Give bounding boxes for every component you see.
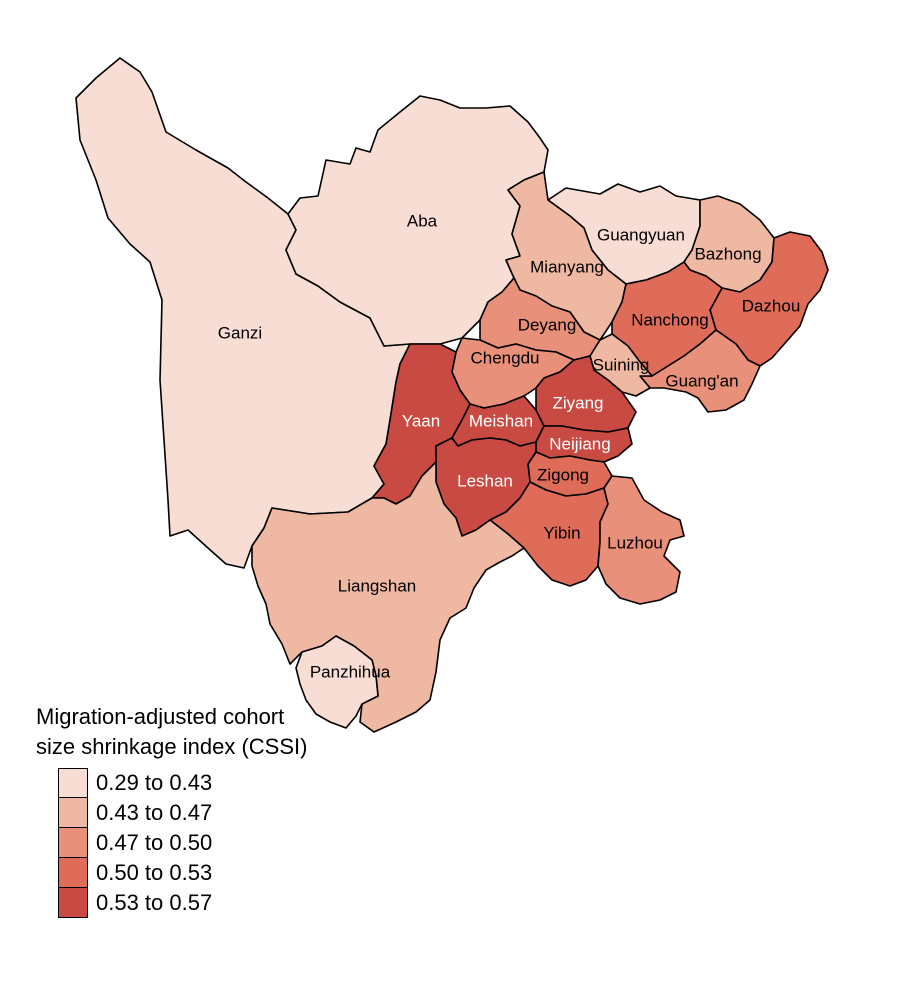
label-suining: Suining	[593, 355, 650, 374]
label-mianyang: Mianyang	[530, 257, 604, 276]
region-guangan[interactable]	[639, 329, 761, 413]
label-neijiang: Neijiang	[549, 434, 610, 453]
label-ganzi: Ganzi	[218, 323, 262, 342]
legend-item: 0.43 to 0.47	[58, 798, 307, 828]
label-leshan: Leshan	[457, 471, 513, 490]
map-legend: Migration-adjusted cohort size shrinkage…	[36, 702, 307, 918]
label-chengdu: Chengdu	[470, 348, 539, 367]
legend-title-line1: Migration-adjusted cohort	[36, 704, 285, 729]
legend-item: 0.47 to 0.50	[58, 828, 307, 858]
legend-label: 0.43 to 0.47	[96, 800, 213, 825]
region-panzhihua[interactable]	[295, 635, 379, 729]
label-dazhou: Dazhou	[742, 296, 801, 315]
label-guangan: Guang'an	[665, 371, 738, 390]
legend-swatch	[58, 768, 88, 798]
label-deyang: Deyang	[518, 315, 577, 334]
legend-title-line2: size shrinkage index (CSSI)	[36, 734, 308, 759]
legend-item: 0.53 to 0.57	[58, 888, 307, 918]
region-liangshan[interactable]	[251, 461, 525, 733]
label-bazhong: Bazhong	[694, 244, 761, 263]
legend-item: 0.29 to 0.43	[58, 768, 307, 798]
legend-swatch	[58, 858, 88, 888]
label-meishan: Meishan	[469, 411, 533, 430]
legend-label: 0.29 to 0.43	[96, 770, 213, 795]
label-yaan: Yaan	[402, 411, 440, 430]
legend-label: 0.50 to 0.53	[96, 860, 213, 885]
label-liangshan: Liangshan	[338, 576, 416, 595]
label-luzhou: Luzhou	[607, 533, 663, 552]
label-nanchong: Nanchong	[631, 310, 709, 329]
label-aba: Aba	[407, 211, 438, 230]
legend-label: 0.53 to 0.57	[96, 890, 213, 915]
region-luzhou[interactable]	[597, 475, 685, 605]
legend-swatch	[58, 828, 88, 858]
legend-item: 0.50 to 0.53	[58, 858, 307, 888]
label-zigong: Zigong	[537, 465, 589, 484]
legend-label: 0.47 to 0.50	[96, 830, 213, 855]
label-ziyang: Ziyang	[552, 393, 603, 412]
label-yibin: Yibin	[543, 523, 580, 542]
label-guangyuan: Guangyuan	[597, 225, 685, 244]
legend-swatch	[58, 798, 88, 828]
label-panzhihua: Panzhihua	[310, 662, 391, 681]
legend-swatch	[58, 888, 88, 918]
legend-items: 0.29 to 0.43 0.43 to 0.47 0.47 to 0.50 0…	[58, 768, 307, 918]
